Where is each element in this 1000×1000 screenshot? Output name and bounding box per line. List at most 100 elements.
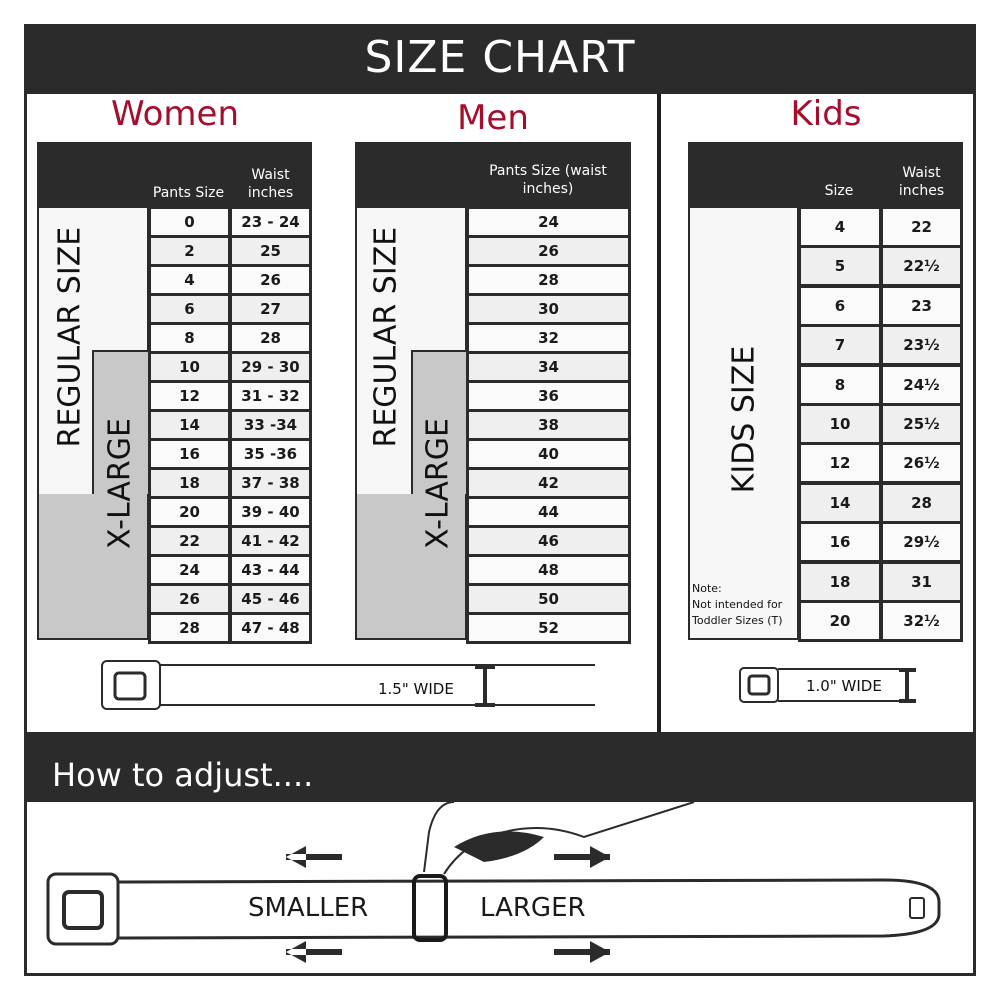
- women-waist-cell: 39 - 40: [229, 496, 312, 528]
- women-header-waist: Waist inches: [247, 167, 294, 201]
- men-waist-cell: 26: [466, 235, 631, 267]
- adult-belt-width: 1.5" WIDE: [378, 680, 454, 698]
- men-waist-cell: 42: [466, 467, 631, 499]
- women-xlarge-region-top: [92, 350, 149, 496]
- women-table-header: Pants Size Waist inches: [37, 142, 312, 206]
- men-xlarge-region-top: [411, 350, 467, 496]
- women-xlarge-label: X-LARGE: [102, 418, 138, 549]
- kids-size-label: KIDS SIZE: [726, 345, 762, 494]
- women-waist-cell: 41 - 42: [229, 525, 312, 557]
- women-size-cell: 26: [148, 583, 231, 615]
- kids-waist-cell: 32½: [880, 600, 963, 642]
- women-waist-cell: 37 - 38: [229, 467, 312, 499]
- page-title: SIZE CHART: [24, 24, 976, 94]
- men-regular-label: REGULAR SIZE: [368, 226, 404, 448]
- women-size-cell: 22: [148, 525, 231, 557]
- kids-waist-cell: 23: [880, 284, 963, 327]
- men-xlarge-label: X-LARGE: [420, 418, 456, 549]
- kids-header-waist: Waist inches: [898, 165, 945, 199]
- men-waist-cell: 38: [466, 409, 631, 441]
- women-size-cell: 28: [148, 612, 231, 644]
- women-size-cell: 12: [148, 380, 231, 412]
- women-size-cell: 0: [148, 206, 231, 238]
- kids-waist-cell: 29½: [880, 521, 963, 564]
- women-waist-cell: 28: [229, 322, 312, 354]
- men-waist-cell: 52: [466, 612, 631, 644]
- men-waist-cell: 36: [466, 380, 631, 412]
- kids-size-cell: 8: [798, 363, 882, 406]
- men-table-header: Pants Size (waist inches): [355, 142, 631, 206]
- men-waist-cell: 30: [466, 293, 631, 325]
- adult-belt-illustration: [101, 660, 595, 710]
- women-waist-cell: 27: [229, 293, 312, 325]
- men-waist-cell: 40: [466, 438, 631, 470]
- women-size-cell: 4: [148, 264, 231, 296]
- women-waist-cell: 29 - 30: [229, 351, 312, 383]
- women-waist-cell: 23 - 24: [229, 206, 312, 238]
- kids-size-cell: 14: [798, 481, 882, 524]
- kids-waist-cell: 22: [880, 206, 963, 248]
- adjust-title: How to adjust....: [24, 732, 976, 802]
- women-waist-cell: 31 - 32: [229, 380, 312, 412]
- women-size-cell: 10: [148, 351, 231, 383]
- women-size-cell: 18: [148, 467, 231, 499]
- women-waist-cell: 47 - 48: [229, 612, 312, 644]
- men-header-pants-size: Pants Size (waist inches): [489, 163, 607, 197]
- kids-waist-cell: 24½: [880, 363, 963, 406]
- women-size-cell: 14: [148, 409, 231, 441]
- slider-buckle: [412, 874, 448, 942]
- women-size-cell: 6: [148, 293, 231, 325]
- smaller-label: SMALLER: [248, 893, 369, 923]
- men-waist-cell: 46: [466, 525, 631, 557]
- men-title: Men: [457, 98, 529, 138]
- section-divider: [657, 94, 661, 732]
- kids-size-cell: 10: [798, 403, 882, 445]
- men-waist-cell: 24: [466, 206, 631, 238]
- women-size-cell: 16: [148, 438, 231, 470]
- kids-belt-width: 1.0" WIDE: [806, 677, 882, 695]
- kids-size-cell: 12: [798, 442, 882, 485]
- kids-size-cell: 7: [798, 324, 882, 367]
- men-waist-cell: 48: [466, 554, 631, 586]
- kids-region: [688, 206, 799, 640]
- women-regular-label: REGULAR SIZE: [52, 226, 88, 448]
- men-xlarge-region: [355, 494, 467, 640]
- arrow-left-icon: [286, 941, 342, 963]
- kids-size-cell: 5: [798, 245, 882, 288]
- kids-size-cell: 6: [798, 284, 882, 327]
- kids-waist-cell: 26½: [880, 442, 963, 485]
- kids-table-header: Size Waist inches: [688, 142, 963, 206]
- men-waist-cell: 28: [466, 264, 631, 296]
- women-waist-cell: 35 -36: [229, 438, 312, 470]
- note-line-2: Toddler Sizes (T): [692, 614, 783, 627]
- adjust-illustration: [46, 802, 941, 963]
- kids-note: Note: Not intended for Toddler Sizes (T): [692, 581, 783, 629]
- women-size-cell: 2: [148, 235, 231, 267]
- larger-label: LARGER: [480, 893, 586, 923]
- kids-size-cell: 16: [798, 521, 882, 564]
- note-label: Note:: [692, 582, 722, 595]
- kids-waist-cell: 22½: [880, 245, 963, 288]
- women-header-pants-size: Pants Size: [152, 185, 225, 201]
- kids-waist-cell: 28: [880, 481, 963, 524]
- women-waist-cell: 25: [229, 235, 312, 267]
- women-title: Women: [110, 94, 239, 134]
- women-size-cell: 8: [148, 322, 231, 354]
- kids-title: Kids: [790, 94, 862, 134]
- men-waist-cell: 44: [466, 496, 631, 528]
- note-line-1: Not intended for: [692, 598, 783, 611]
- arrow-right-icon: [554, 846, 610, 868]
- men-waist-cell: 50: [466, 583, 631, 615]
- women-size-cell: 24: [148, 554, 231, 586]
- men-waist-cell: 32: [466, 322, 631, 354]
- women-waist-cell: 33 -34: [229, 409, 312, 441]
- women-size-cell: 20: [148, 496, 231, 528]
- arrow-left-icon: [286, 846, 342, 868]
- women-waist-cell: 45 - 46: [229, 583, 312, 615]
- kids-size-cell: 18: [798, 560, 882, 603]
- women-waist-cell: 43 - 44: [229, 554, 312, 586]
- arrow-right-icon: [554, 941, 610, 963]
- men-waist-cell: 34: [466, 351, 631, 383]
- kids-waist-cell: 31: [880, 560, 963, 603]
- women-waist-cell: 26: [229, 264, 312, 296]
